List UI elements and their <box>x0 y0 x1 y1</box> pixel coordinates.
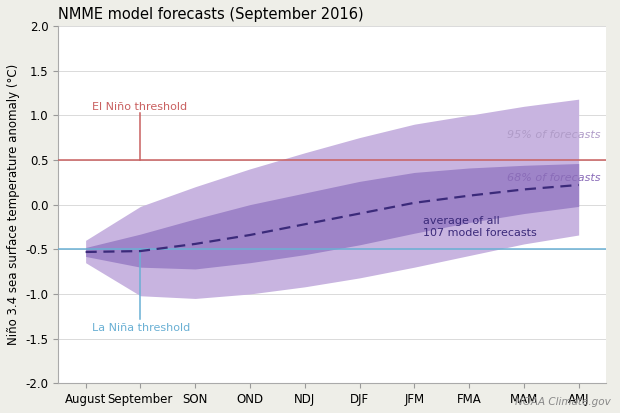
Text: El Niño threshold: El Niño threshold <box>92 102 187 112</box>
Text: NOAA Climate.gov: NOAA Climate.gov <box>515 397 611 407</box>
Text: 95% of forecasts: 95% of forecasts <box>507 130 601 140</box>
Y-axis label: Niño 3.4 sea surface temperature anomaly (°C): Niño 3.4 sea surface temperature anomaly… <box>7 64 20 345</box>
Text: 68% of forecasts: 68% of forecasts <box>507 173 601 183</box>
Text: average of all
107 model forecasts: average of all 107 model forecasts <box>422 216 536 238</box>
Text: NMME model forecasts (September 2016): NMME model forecasts (September 2016) <box>58 7 364 22</box>
Text: La Niña threshold: La Niña threshold <box>92 323 190 332</box>
